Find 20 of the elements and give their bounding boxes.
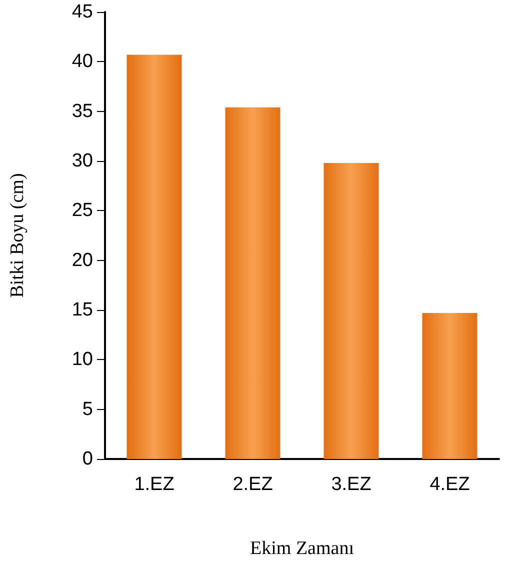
x-tick-label: 1.EZ — [134, 474, 175, 495]
bar — [126, 54, 182, 459]
y-tick-label: 25 — [72, 200, 93, 222]
bar — [422, 312, 478, 459]
y-tick-label: 5 — [82, 398, 93, 420]
y-tick-label: 0 — [82, 448, 93, 470]
bar — [324, 162, 379, 459]
x-tick-label: 2.EZ — [232, 474, 274, 495]
x-tick-label: 4.EZ — [430, 474, 470, 495]
y-tick-label: 35 — [72, 100, 93, 122]
bar — [225, 107, 280, 459]
y-tick-label: 10 — [72, 349, 93, 370]
y-tick-label: 40 — [72, 51, 93, 72]
y-tick-label: 30 — [72, 150, 93, 172]
x-axis-title: Ekim Zamanı — [250, 538, 354, 559]
y-axis-title: Bitki Boyu (cm) — [7, 173, 28, 298]
y-tick-label: 15 — [72, 300, 93, 320]
y-tick-label: 20 — [72, 250, 93, 271]
x-tick-label: 3.EZ — [331, 474, 372, 495]
y-tick-label: 45 — [72, 2, 93, 22]
